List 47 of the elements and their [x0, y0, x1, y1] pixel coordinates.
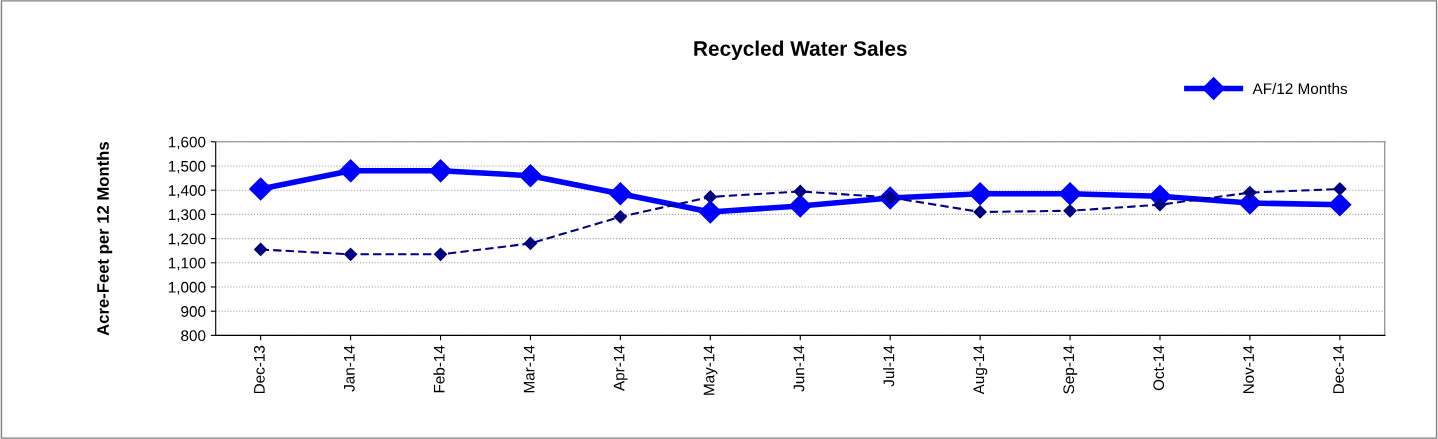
- point: [249, 177, 273, 201]
- y-tick-label: 1,100: [168, 257, 206, 271]
- point: [788, 194, 812, 218]
- point: [703, 190, 717, 204]
- point: [518, 164, 542, 188]
- point: [344, 247, 358, 261]
- y-tick-label: 1,200: [168, 233, 206, 247]
- point: [339, 159, 363, 183]
- y-tick-label: 1,000: [168, 281, 206, 295]
- y-axis-title: Acre-Feet per 12 Months: [96, 142, 113, 336]
- x-tick-label: Feb-14: [433, 345, 445, 393]
- x-tick-label: Jan-14: [344, 345, 355, 392]
- x-tick-label: Jun-14: [793, 345, 805, 392]
- point: [1243, 186, 1257, 200]
- y-tick-label: 1,600: [168, 136, 206, 150]
- point: [523, 236, 538, 251]
- point: [429, 159, 453, 183]
- y-tick-label: 1,300: [168, 209, 206, 222]
- x-tick-label: May-14: [703, 345, 718, 395]
- point: [1328, 193, 1352, 217]
- x-tick-label: Aug-14: [973, 345, 988, 395]
- point: [1063, 204, 1077, 218]
- point: [698, 200, 722, 224]
- point: [1153, 198, 1167, 212]
- point: [433, 247, 448, 261]
- y-tick-label: 800: [181, 330, 206, 342]
- y-tick-label: 1,400: [168, 185, 206, 198]
- point: [1058, 182, 1082, 206]
- point: [968, 182, 992, 206]
- point: [613, 210, 627, 224]
- x-tick-label: Oct-14: [1153, 345, 1165, 391]
- x-tick-label: Jul-14: [883, 345, 895, 387]
- legend-label: AF/12 Months: [1252, 82, 1348, 95]
- point: [793, 184, 807, 198]
- x-tick-label: Nov-14: [1243, 345, 1254, 394]
- x-tick-label: Dec-14: [1333, 345, 1344, 394]
- y-tick-label: 1,500: [168, 160, 206, 174]
- x-tick-label: Dec-13: [253, 345, 265, 394]
- chart-title: Recycled Water Sales: [694, 40, 907, 61]
- point: [973, 205, 987, 219]
- x-tick-label: Apr-14: [613, 345, 628, 391]
- point: [608, 182, 632, 206]
- y-tick-label: 900: [181, 306, 206, 317]
- x-tick-label: Sep-14: [1063, 345, 1078, 394]
- x-tick-label: Mar-14: [523, 345, 535, 393]
- point: [1333, 182, 1347, 196]
- point: [254, 242, 268, 257]
